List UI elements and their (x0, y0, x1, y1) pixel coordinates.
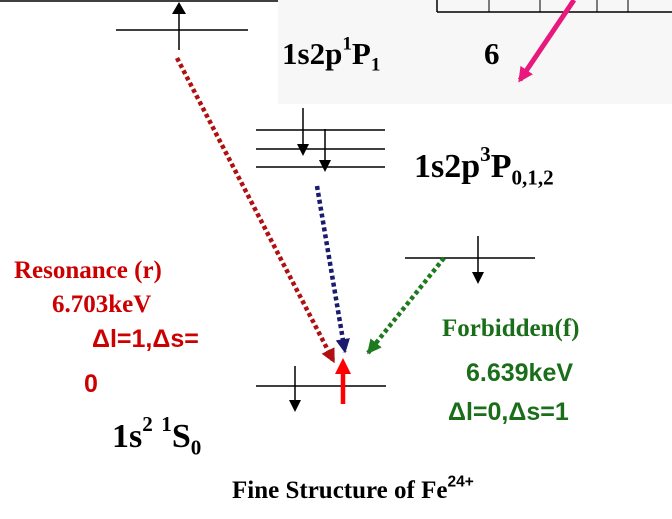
label-1s2p-3P012: 1s2p3P0,1,2 (414, 142, 554, 190)
forbidden-transition-arrow (366, 256, 446, 355)
resonance-selection-rule-cont: 0 (84, 370, 98, 398)
inset-frame (436, 0, 672, 13)
inset-plot-panel (278, 0, 672, 104)
pink-pointer-arrow (517, 0, 577, 83)
resonance-selection-rule: Δl=1,Δs= (92, 325, 199, 353)
level-1s2p-1P1 (116, 2, 248, 50)
level-1s2p-3P012 (256, 108, 385, 172)
red-up-arrow (335, 358, 351, 404)
label-1s2p-1P1: 1s2p1P1 (282, 33, 381, 76)
level-forbidden-upper (405, 236, 535, 284)
resonance-transition-arrow (175, 56, 336, 364)
resonance-title: Resonance (r) (14, 257, 162, 284)
inset-number-label: 6 (484, 36, 500, 71)
forbidden-energy: 6.639keV (466, 359, 574, 387)
intercombination-transition-arrow (314, 185, 350, 354)
level-ground-1s2-1S0 (256, 366, 386, 412)
label-ground-1s2-1S0: 1s2 1S0 (112, 412, 202, 460)
diagram-caption: Fine Structure of Fe24+ (232, 473, 474, 504)
forbidden-selection-rule: Δl=0,Δs=1 (448, 398, 569, 426)
forbidden-title: Forbidden(f) (442, 315, 580, 342)
resonance-energy: 6.703keV (52, 291, 152, 318)
